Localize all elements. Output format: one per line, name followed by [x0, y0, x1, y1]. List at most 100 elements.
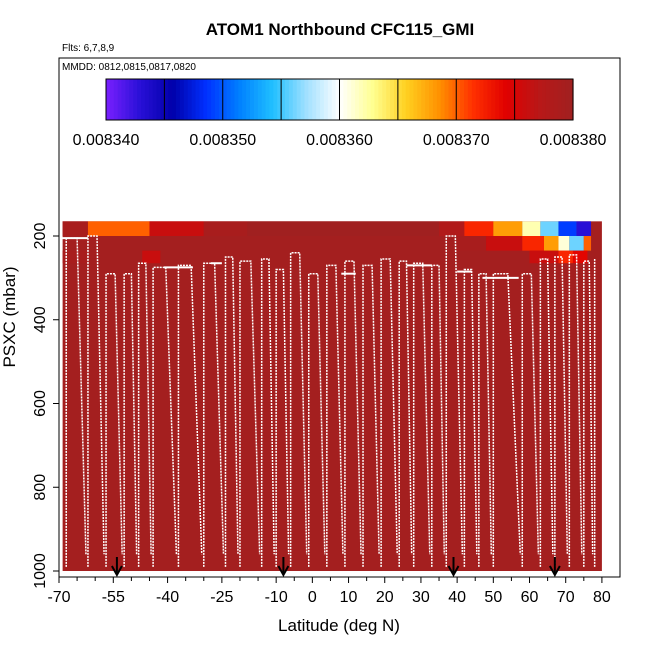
colorbar-swatch	[320, 79, 325, 120]
colorbar-swatch	[168, 79, 173, 120]
colorbar-swatch	[249, 79, 255, 120]
colorbar-swatch	[440, 79, 446, 120]
colorbar-swatch	[214, 79, 220, 120]
colorbar-swatch	[397, 79, 403, 120]
heatmap-cell	[543, 236, 559, 251]
heatmap-cell	[558, 221, 577, 236]
colorbar-swatch	[230, 79, 236, 120]
colorbar-swatch	[164, 79, 169, 120]
colorbar-swatch	[141, 79, 146, 120]
colorbar-swatch	[436, 79, 442, 120]
heatmap-cell	[149, 221, 204, 236]
colorbar-swatch	[425, 79, 430, 120]
colorbar-swatch	[491, 79, 496, 120]
colorbar-swatch	[191, 79, 197, 120]
y-tick-label: 600	[32, 390, 49, 417]
heatmap-cell	[247, 221, 440, 236]
colorbar-swatch	[522, 79, 527, 120]
colorbar-swatch	[269, 79, 274, 120]
colorbar	[105, 78, 574, 121]
colorbar-swatch	[288, 79, 294, 120]
colorbar-swatch	[265, 79, 271, 120]
heatmap-cell	[486, 236, 523, 251]
flight-track-layer	[59, 235, 596, 567]
colorbar-swatch	[467, 79, 473, 120]
colorbar-swatch	[211, 79, 216, 120]
colorbar-swatch	[176, 79, 181, 120]
colorbar-swatch	[534, 79, 539, 120]
heatmap-cell	[439, 221, 465, 236]
colorbar-swatch	[444, 79, 450, 120]
heatmap-layer	[62, 221, 602, 571]
colorbar-swatch	[148, 79, 154, 120]
colorbar-swatch	[253, 79, 259, 120]
colorbar-swatch	[487, 79, 492, 120]
colorbar-swatch	[183, 79, 189, 120]
arrow-head	[277, 565, 290, 578]
colorbar-swatch	[530, 79, 535, 120]
colorbar-swatch	[234, 79, 239, 120]
y-axis: 200 400 600 800 1000	[32, 223, 60, 589]
colorbar-swatch	[296, 79, 302, 120]
colorbar-swatch	[541, 79, 547, 120]
heatmap-cell	[457, 236, 487, 251]
colorbar-swatch	[382, 79, 387, 120]
colorbar-swatch	[464, 79, 469, 120]
x-tick-label: 20	[376, 589, 394, 606]
colorbar-swatch	[553, 79, 559, 120]
heatmap-cell	[558, 236, 570, 251]
colorbar-swatch	[549, 79, 555, 120]
x-tick-label: 0	[308, 589, 317, 606]
heatmap-cell	[529, 250, 559, 264]
colorbar-swatch	[358, 79, 364, 120]
colorbar-swatch	[378, 79, 383, 120]
colorbar-labels: 0.008340 0.008350 0.008360 0.008370 0.008380	[73, 132, 607, 149]
colorbar-swatch	[569, 79, 574, 120]
colorbar-swatch	[117, 79, 123, 120]
x-tick-label: -25	[210, 589, 233, 606]
colorbar-swatch	[417, 79, 422, 120]
heatmap-cell	[522, 221, 541, 236]
colorbar-swatch	[160, 79, 165, 120]
colorbar-swatch	[273, 79, 278, 120]
flights-note: Flts: 6,7,8,9	[62, 43, 115, 54]
colorbar-swatch	[222, 79, 228, 120]
heatmap-cell	[87, 221, 150, 236]
heatmap-cell	[522, 236, 544, 251]
x-axis: -70 -55 -40 -25 -10 0 10 20 30 40 50 60 70 80	[47, 576, 611, 606]
colorbar-swatch	[343, 79, 348, 120]
colorbar-swatch	[218, 79, 224, 120]
colorbar-swatch	[172, 79, 177, 120]
heatmap-background	[62, 221, 602, 571]
heatmap-cell	[540, 221, 559, 236]
colorbar-swatch	[207, 79, 212, 120]
colorbar-swatch	[393, 79, 399, 120]
colorbar-swatch	[405, 79, 411, 120]
colorbar-swatch	[156, 79, 162, 120]
colorbar-swatch	[238, 79, 243, 120]
colorbar-swatch	[109, 79, 115, 120]
x-tick-label: 40	[448, 589, 466, 606]
colorbar-swatch	[526, 79, 531, 120]
x-tick-label: -40	[156, 589, 179, 606]
colorbar-swatch	[137, 79, 142, 120]
colorbar-swatch	[456, 79, 461, 120]
colorbar-swatch	[257, 79, 263, 120]
colorbar-tick-label: 0.008350	[189, 132, 256, 149]
heatmap-cell	[142, 250, 161, 264]
heatmap-cell	[62, 221, 88, 236]
colorbar-tick-label: 0.008380	[540, 132, 607, 149]
colorbar-swatch	[121, 79, 127, 120]
colorbar-swatch	[133, 79, 138, 120]
y-axis-label: PSXC (mbar)	[0, 266, 19, 367]
x-tick-label: 50	[484, 589, 502, 606]
arrow-head	[111, 565, 123, 578]
colorbar-swatch	[347, 79, 352, 120]
colorbar-swatch	[187, 79, 193, 120]
colorbar-swatch	[545, 79, 551, 120]
colorbar-swatch	[510, 79, 516, 120]
colorbar-swatch	[304, 79, 309, 120]
x-tick-label: 60	[521, 589, 539, 606]
colorbar-tick-label: 0.008360	[306, 132, 373, 149]
x-tick-label: 10	[340, 589, 358, 606]
